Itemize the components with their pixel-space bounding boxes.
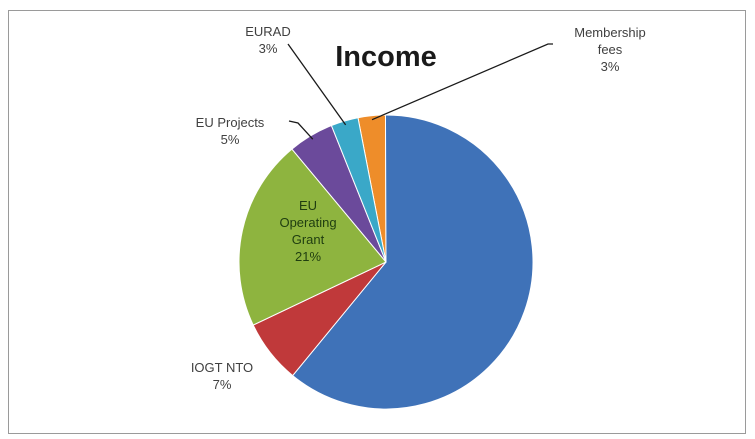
- leader-eu-projects: [288, 120, 314, 140]
- leader-lines: [287, 43, 553, 140]
- leader-membership-fees: [371, 43, 553, 121]
- label-membership-fees: Membership fees 3%: [574, 25, 646, 74]
- label-eurad: EURAD 3%: [245, 24, 291, 56]
- leader-eurad: [287, 43, 347, 126]
- label-iogt-nto: IOGT NTO 7%: [191, 360, 253, 392]
- pie-slice-main: [291, 114, 534, 410]
- label-eu-operating-grant: EU Operating Grant 21%: [279, 198, 336, 264]
- pie-slice-eu-operating-grant: [238, 148, 387, 326]
- chart-title: Income: [335, 41, 437, 73]
- label-eu-projects: EU Projects 5%: [196, 115, 265, 147]
- pie-slices: [238, 114, 534, 410]
- slice-labels: IOGT NTO 7% EU Operating Grant 21% EU Projects…: [191, 24, 646, 392]
- pie-slice-eurad: [330, 117, 387, 263]
